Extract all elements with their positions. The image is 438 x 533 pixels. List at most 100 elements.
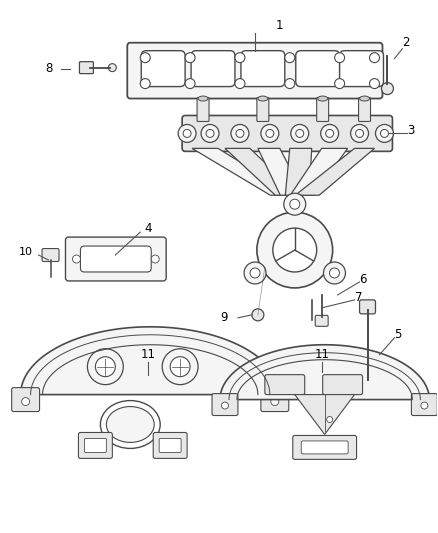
- Circle shape: [222, 402, 229, 409]
- Circle shape: [321, 124, 339, 142]
- Text: 3: 3: [407, 124, 415, 137]
- FancyBboxPatch shape: [153, 432, 187, 458]
- Polygon shape: [295, 394, 355, 434]
- Polygon shape: [290, 148, 348, 195]
- Circle shape: [257, 212, 332, 288]
- Circle shape: [370, 53, 379, 63]
- Ellipse shape: [360, 96, 370, 101]
- Circle shape: [335, 53, 345, 63]
- Text: 11: 11: [314, 348, 329, 361]
- FancyBboxPatch shape: [182, 116, 392, 151]
- FancyBboxPatch shape: [257, 98, 269, 122]
- Circle shape: [235, 53, 245, 63]
- Circle shape: [231, 124, 249, 142]
- Circle shape: [162, 349, 198, 385]
- Text: 4: 4: [145, 222, 152, 235]
- Circle shape: [266, 130, 274, 138]
- Circle shape: [151, 255, 159, 263]
- FancyBboxPatch shape: [241, 51, 285, 86]
- Circle shape: [329, 268, 339, 278]
- FancyBboxPatch shape: [79, 62, 93, 74]
- Circle shape: [21, 398, 30, 406]
- FancyBboxPatch shape: [317, 98, 328, 122]
- Circle shape: [335, 78, 345, 88]
- Circle shape: [140, 53, 150, 63]
- FancyBboxPatch shape: [315, 316, 328, 326]
- Circle shape: [285, 78, 295, 88]
- Circle shape: [324, 262, 346, 284]
- FancyBboxPatch shape: [141, 51, 185, 86]
- Circle shape: [273, 228, 317, 272]
- Polygon shape: [285, 148, 312, 195]
- Circle shape: [252, 207, 338, 293]
- Ellipse shape: [258, 96, 268, 101]
- Circle shape: [381, 83, 393, 94]
- Circle shape: [185, 78, 195, 88]
- FancyBboxPatch shape: [12, 387, 39, 411]
- FancyBboxPatch shape: [359, 98, 371, 122]
- Circle shape: [183, 130, 191, 138]
- FancyBboxPatch shape: [78, 432, 112, 458]
- FancyBboxPatch shape: [323, 375, 363, 394]
- FancyBboxPatch shape: [191, 51, 235, 86]
- Circle shape: [236, 130, 244, 138]
- Text: 2: 2: [403, 36, 410, 49]
- Text: 1: 1: [276, 19, 283, 33]
- Circle shape: [375, 124, 393, 142]
- Circle shape: [350, 124, 368, 142]
- FancyBboxPatch shape: [197, 98, 209, 122]
- Text: 9: 9: [220, 311, 228, 325]
- Circle shape: [421, 402, 428, 409]
- Text: 11: 11: [141, 348, 156, 361]
- Circle shape: [326, 130, 334, 138]
- Polygon shape: [220, 345, 429, 400]
- Text: 8: 8: [45, 62, 52, 75]
- FancyBboxPatch shape: [42, 248, 59, 262]
- Circle shape: [72, 255, 81, 263]
- FancyBboxPatch shape: [159, 439, 181, 453]
- Circle shape: [356, 130, 364, 138]
- Circle shape: [206, 130, 214, 138]
- Circle shape: [235, 78, 245, 88]
- Text: 7: 7: [355, 292, 362, 304]
- Circle shape: [271, 398, 279, 406]
- Circle shape: [244, 262, 266, 284]
- Circle shape: [88, 349, 124, 385]
- Ellipse shape: [318, 96, 328, 101]
- Circle shape: [108, 63, 117, 71]
- Circle shape: [285, 53, 295, 63]
- FancyBboxPatch shape: [127, 43, 382, 99]
- Circle shape: [178, 124, 196, 142]
- Circle shape: [252, 309, 264, 321]
- Text: 6: 6: [360, 273, 367, 286]
- Polygon shape: [21, 327, 280, 394]
- Circle shape: [291, 124, 309, 142]
- Polygon shape: [225, 148, 299, 195]
- FancyBboxPatch shape: [360, 300, 375, 314]
- Circle shape: [370, 78, 379, 88]
- FancyBboxPatch shape: [212, 393, 238, 416]
- Circle shape: [327, 416, 332, 423]
- FancyBboxPatch shape: [339, 51, 384, 86]
- Circle shape: [170, 357, 190, 377]
- Circle shape: [261, 124, 279, 142]
- Circle shape: [185, 53, 195, 63]
- Circle shape: [250, 268, 260, 278]
- Circle shape: [381, 130, 389, 138]
- FancyBboxPatch shape: [261, 387, 289, 411]
- Text: 5: 5: [395, 328, 402, 341]
- Polygon shape: [295, 148, 374, 195]
- FancyBboxPatch shape: [411, 393, 437, 416]
- Ellipse shape: [106, 407, 154, 442]
- FancyBboxPatch shape: [296, 51, 339, 86]
- Ellipse shape: [198, 96, 208, 101]
- Circle shape: [95, 357, 115, 377]
- Circle shape: [140, 78, 150, 88]
- Polygon shape: [192, 148, 294, 195]
- FancyBboxPatch shape: [81, 246, 151, 272]
- Ellipse shape: [100, 401, 160, 448]
- FancyBboxPatch shape: [66, 237, 166, 281]
- FancyBboxPatch shape: [301, 441, 348, 454]
- FancyBboxPatch shape: [265, 375, 305, 394]
- Circle shape: [201, 124, 219, 142]
